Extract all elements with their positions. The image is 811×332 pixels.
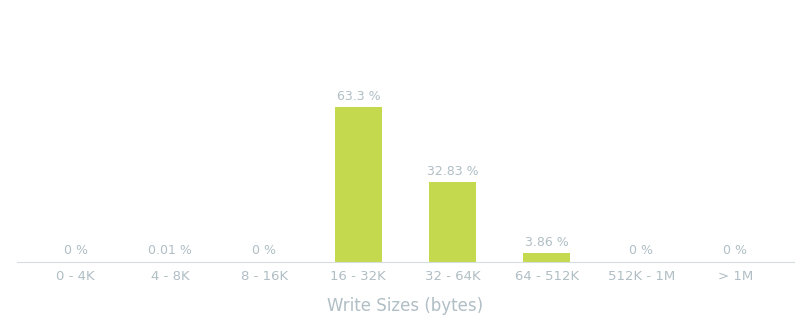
- Text: 32.83 %: 32.83 %: [427, 165, 478, 178]
- Bar: [335, 107, 382, 262]
- Text: 0 %: 0 %: [629, 244, 653, 257]
- Text: 0 %: 0 %: [63, 244, 88, 257]
- X-axis label: Write Sizes (bytes): Write Sizes (bytes): [328, 297, 483, 315]
- Bar: [429, 182, 476, 262]
- Text: 0 %: 0 %: [252, 244, 276, 257]
- Text: 0.01 %: 0.01 %: [148, 244, 191, 257]
- Bar: [523, 253, 570, 262]
- Text: 63.3 %: 63.3 %: [337, 90, 380, 103]
- Text: 3.86 %: 3.86 %: [525, 236, 569, 249]
- Text: 0 %: 0 %: [723, 244, 748, 257]
